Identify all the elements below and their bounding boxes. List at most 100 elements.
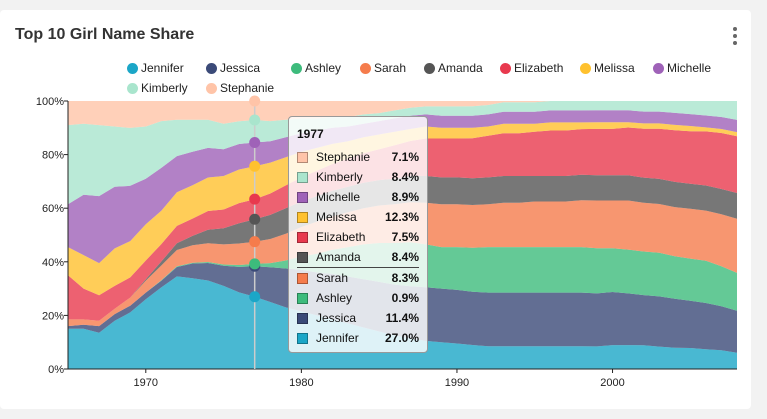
hover-marker-melissa [249, 160, 261, 172]
legend-label: Elizabeth [514, 61, 564, 75]
tooltip-series-name: Jennifer [316, 331, 359, 345]
tooltip-row-melissa: Melissa 12.3% [297, 207, 419, 227]
legend-swatch [127, 62, 138, 74]
legend-item-stephanie[interactable]: Stephanie [206, 81, 274, 95]
legend-label: Amanda [438, 61, 483, 75]
tooltip-row-michelle: Michelle 8.9% [297, 187, 419, 207]
legend-swatch [206, 62, 217, 74]
tooltip-series-name: Stephanie [316, 150, 371, 164]
hover-marker-michelle [249, 136, 261, 148]
legend-swatch [424, 62, 435, 74]
tooltip-swatch [297, 332, 308, 344]
tooltip-series-name: Michelle [316, 190, 361, 204]
tooltip-swatch [297, 211, 308, 223]
legend-swatch [360, 62, 371, 74]
tooltip-row-kimberly: Kimberly 8.4% [297, 167, 419, 187]
legend-item-michelle[interactable]: Michelle [653, 61, 711, 75]
chart-title: Top 10 Girl Name Share [15, 26, 195, 43]
hover-marker-stephanie [249, 95, 261, 107]
hover-marker-elizabeth [249, 193, 261, 205]
legend-label: Jessica [220, 61, 261, 75]
tooltip-row-ashley: Ashley 0.9% [297, 288, 419, 308]
tooltip-series-value: 8.9% [391, 190, 419, 204]
tooltip-series-value: 8.4% [391, 250, 419, 264]
tooltip-swatch [297, 272, 308, 284]
legend-label: Stephanie [220, 81, 275, 95]
tooltip-row-amanda: Amanda 8.4% [297, 247, 419, 267]
tooltip-series-name: Kimberly [316, 170, 363, 184]
chart-legend: Jennifer Jessica Ashley Sarah Amanda Elizabet… [0, 10, 751, 95]
legend-swatch [291, 62, 302, 74]
tooltip-series-value: 12.3% [384, 210, 419, 224]
legend-item-amanda[interactable]: Amanda [424, 61, 483, 75]
legend-swatch [580, 62, 591, 74]
tooltip-series-value: 8.3% [391, 271, 419, 285]
hover-marker-ashley [249, 258, 261, 270]
tooltip-row-jessica: Jessica 11.4% [297, 308, 419, 328]
legend-swatch [127, 82, 138, 94]
legend-label: Melissa [594, 61, 635, 75]
y-tick-label: 60% [42, 203, 64, 215]
more-options-icon[interactable] [727, 26, 743, 46]
tooltip-series-name: Sarah [316, 271, 349, 285]
hover-marker-sarah [249, 236, 261, 248]
tooltip-swatch [297, 171, 308, 183]
legend-item-melissa[interactable]: Melissa [580, 61, 635, 75]
legend-swatch [653, 62, 664, 74]
legend-label: Michelle [667, 61, 712, 75]
tooltip-series-value: 27.0% [384, 331, 419, 345]
tooltip-row-stephanie: Stephanie 7.1% [297, 147, 419, 167]
tooltip-series-name: Melissa [316, 210, 357, 224]
x-tick-label: 2000 [600, 377, 624, 389]
tooltip-row-sarah: Sarah 8.3% [297, 267, 419, 288]
tooltip-swatch [297, 251, 308, 263]
x-tick-label: 1970 [134, 377, 158, 389]
tooltip-swatch [297, 151, 308, 163]
legend-item-sarah[interactable]: Sarah [360, 61, 406, 75]
x-tick-label: 1980 [289, 377, 313, 389]
tooltip-series-name: Ashley [316, 291, 353, 305]
hover-marker-jennifer [249, 291, 261, 303]
legend-swatch [206, 82, 217, 94]
legend-item-kimberly[interactable]: Kimberly [127, 81, 188, 95]
y-tick-label: 20% [42, 310, 64, 322]
tooltip-series-value: 7.1% [391, 150, 419, 164]
tooltip-row-elizabeth: Elizabeth 7.5% [297, 227, 419, 247]
tooltip-swatch [297, 292, 308, 304]
chart-card: Top 10 Girl Name Share Jennifer Jessica As… [0, 10, 751, 409]
area-michelle [68, 110, 737, 264]
legend-item-ashley[interactable]: Ashley [291, 61, 341, 75]
legend-item-jennifer[interactable]: Jennifer [127, 61, 184, 75]
area-amanda [68, 174, 737, 321]
y-tick-label: 80% [42, 150, 64, 162]
tooltip-series-name: Elizabeth [316, 230, 366, 244]
legend-swatch [500, 62, 511, 74]
tooltip-series-value: 0.9% [391, 291, 419, 305]
area-melissa [68, 122, 737, 296]
y-tick-label: 100% [36, 96, 64, 108]
tooltip-series-value: 11.4% [385, 311, 419, 325]
y-tick-label: 0% [48, 364, 64, 376]
legend-label: Kimberly [141, 81, 188, 95]
tooltip-swatch [297, 312, 308, 324]
hover-marker-kimberly [249, 114, 261, 126]
legend-item-jessica[interactable]: Jessica [206, 61, 260, 75]
tooltip-series-value: 8.4% [391, 170, 419, 184]
legend-label: Ashley [305, 61, 342, 75]
y-tick-label: 40% [42, 257, 64, 269]
tooltip-series-name: Amanda [316, 250, 361, 264]
legend-item-elizabeth[interactable]: Elizabeth [500, 61, 563, 75]
x-tick-label: 1990 [445, 377, 469, 389]
area-jennifer [68, 276, 737, 369]
tooltip-row-jennifer: Jennifer 27.0% [297, 328, 419, 348]
hover-marker-amanda [249, 213, 261, 225]
area-kimberly [68, 101, 737, 205]
legend-label: Jennifer [141, 61, 184, 75]
tooltip-year: 1977 [297, 127, 324, 141]
tooltip-swatch [297, 191, 308, 203]
tooltip-swatch [297, 231, 308, 243]
tooltip-series-name: Jessica [316, 311, 357, 325]
hover-tooltip: 1977 Stephanie 7.1% Kimberly 8.4% Michelle 8.… [288, 116, 428, 353]
tooltip-series-value: 7.5% [391, 230, 419, 244]
area-stephanie [68, 101, 737, 128]
